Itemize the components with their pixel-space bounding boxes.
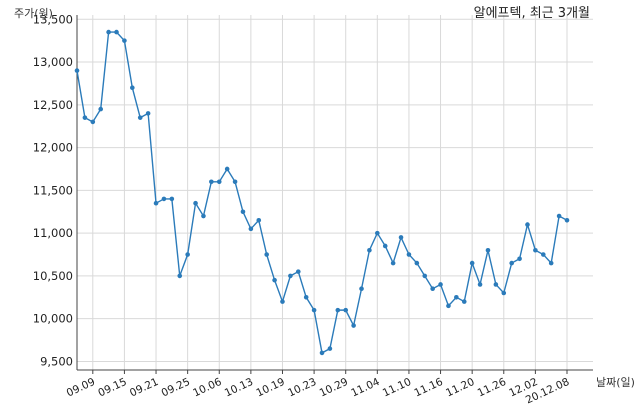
x-tick-label: 11.10 — [381, 376, 413, 400]
price-point — [327, 346, 333, 351]
price-point — [493, 282, 499, 287]
price-point — [201, 213, 206, 219]
x-tick-label: 09.09 — [65, 376, 97, 400]
x-tick-label: 10.29 — [318, 376, 350, 400]
y-tick-label: 13,500 — [33, 12, 73, 26]
x-tick-label: 11.16 — [412, 376, 445, 400]
price-point — [343, 307, 349, 313]
x-tick-label: 10.23 — [286, 376, 318, 400]
price-point — [177, 273, 183, 279]
price-point — [161, 196, 167, 202]
x-tick-labels: 09.09 09.15 09.21 09.25 10.06 10.13 10.19 10.23… — [65, 376, 572, 407]
price-point — [375, 230, 380, 236]
price-point — [90, 119, 96, 125]
price-point — [264, 252, 269, 257]
price-point — [240, 209, 246, 215]
price-point — [414, 260, 420, 266]
price-point — [216, 179, 222, 185]
price-point — [430, 286, 435, 292]
price-point — [153, 200, 159, 206]
price-point — [311, 307, 317, 313]
price-point — [224, 166, 230, 172]
price-point — [406, 252, 412, 257]
price-point — [390, 260, 396, 266]
price-point — [540, 252, 546, 257]
price-point — [335, 307, 341, 313]
price-point — [74, 68, 80, 73]
price-point — [256, 218, 262, 223]
y-axis-label: 주가(원) — [14, 7, 53, 20]
price-point — [351, 323, 356, 328]
x-tick-label: 09.25 — [160, 376, 192, 400]
price-point — [82, 115, 88, 120]
price-point — [438, 282, 443, 287]
price-point — [319, 350, 325, 356]
y-tick-label: 13,000 — [33, 55, 73, 69]
price-point — [382, 243, 388, 249]
price-point — [130, 85, 135, 91]
x-tick-label: 10.19 — [254, 376, 286, 400]
price-point — [185, 252, 190, 257]
y-tick-label: 11,000 — [33, 226, 73, 240]
y-tick-labels: 9,500 10,000 10,500 11,000 11,500 12,000 12,50… — [33, 12, 73, 368]
y-tick-label: 10,000 — [33, 312, 73, 326]
price-point — [232, 179, 238, 185]
price-series — [74, 29, 570, 356]
price-point — [485, 247, 491, 253]
price-point — [525, 222, 530, 227]
price-point — [295, 269, 301, 274]
price-point — [556, 213, 562, 219]
x-tick-label: 11.20 — [444, 376, 476, 400]
price-point — [454, 294, 459, 300]
price-point — [422, 273, 428, 279]
y-tick-label: 12,500 — [33, 98, 73, 112]
y-tick-label: 12,000 — [33, 141, 73, 155]
price-point — [288, 273, 293, 279]
price-point — [145, 111, 151, 116]
axes — [76, 15, 593, 374]
price-line — [76, 31, 568, 354]
price-point — [461, 299, 467, 304]
price-point — [398, 235, 404, 240]
price-point — [98, 106, 104, 112]
price-point — [280, 299, 285, 304]
price-point — [517, 256, 522, 262]
price-point — [564, 218, 570, 223]
price-point — [209, 179, 214, 185]
price-point — [193, 200, 198, 206]
y-tick-label: 11,500 — [33, 183, 73, 197]
chart-title: 알에프텍, 최근 3개월 — [474, 6, 590, 21]
price-point — [303, 294, 309, 300]
x-tick-label: 11.04 — [349, 376, 382, 400]
x-axis-label: 날짜(일) — [596, 375, 635, 389]
price-point — [106, 29, 111, 35]
y-tick-label: 10,500 — [33, 269, 73, 283]
price-point — [509, 260, 514, 266]
price-point — [359, 286, 364, 292]
x-tick-label: 10.13 — [223, 376, 255, 400]
grid-lines — [77, 15, 593, 370]
price-point — [248, 226, 254, 232]
price-point — [114, 29, 119, 35]
price-point — [533, 247, 538, 253]
x-tick-label: 09.15 — [96, 376, 128, 400]
price-point — [272, 277, 277, 283]
x-tick-label: 09.21 — [128, 376, 160, 400]
price-point — [469, 260, 475, 266]
price-point — [137, 115, 143, 120]
price-point — [446, 303, 451, 309]
price-point — [477, 282, 483, 287]
price-point — [501, 290, 507, 296]
y-tick-label: 9,500 — [40, 354, 73, 368]
price-point — [122, 38, 127, 43]
price-point — [169, 196, 175, 202]
price-point — [367, 247, 372, 253]
price-point — [548, 260, 554, 266]
x-tick-label: 11.26 — [476, 376, 509, 400]
x-tick-label: 10.06 — [191, 376, 224, 400]
